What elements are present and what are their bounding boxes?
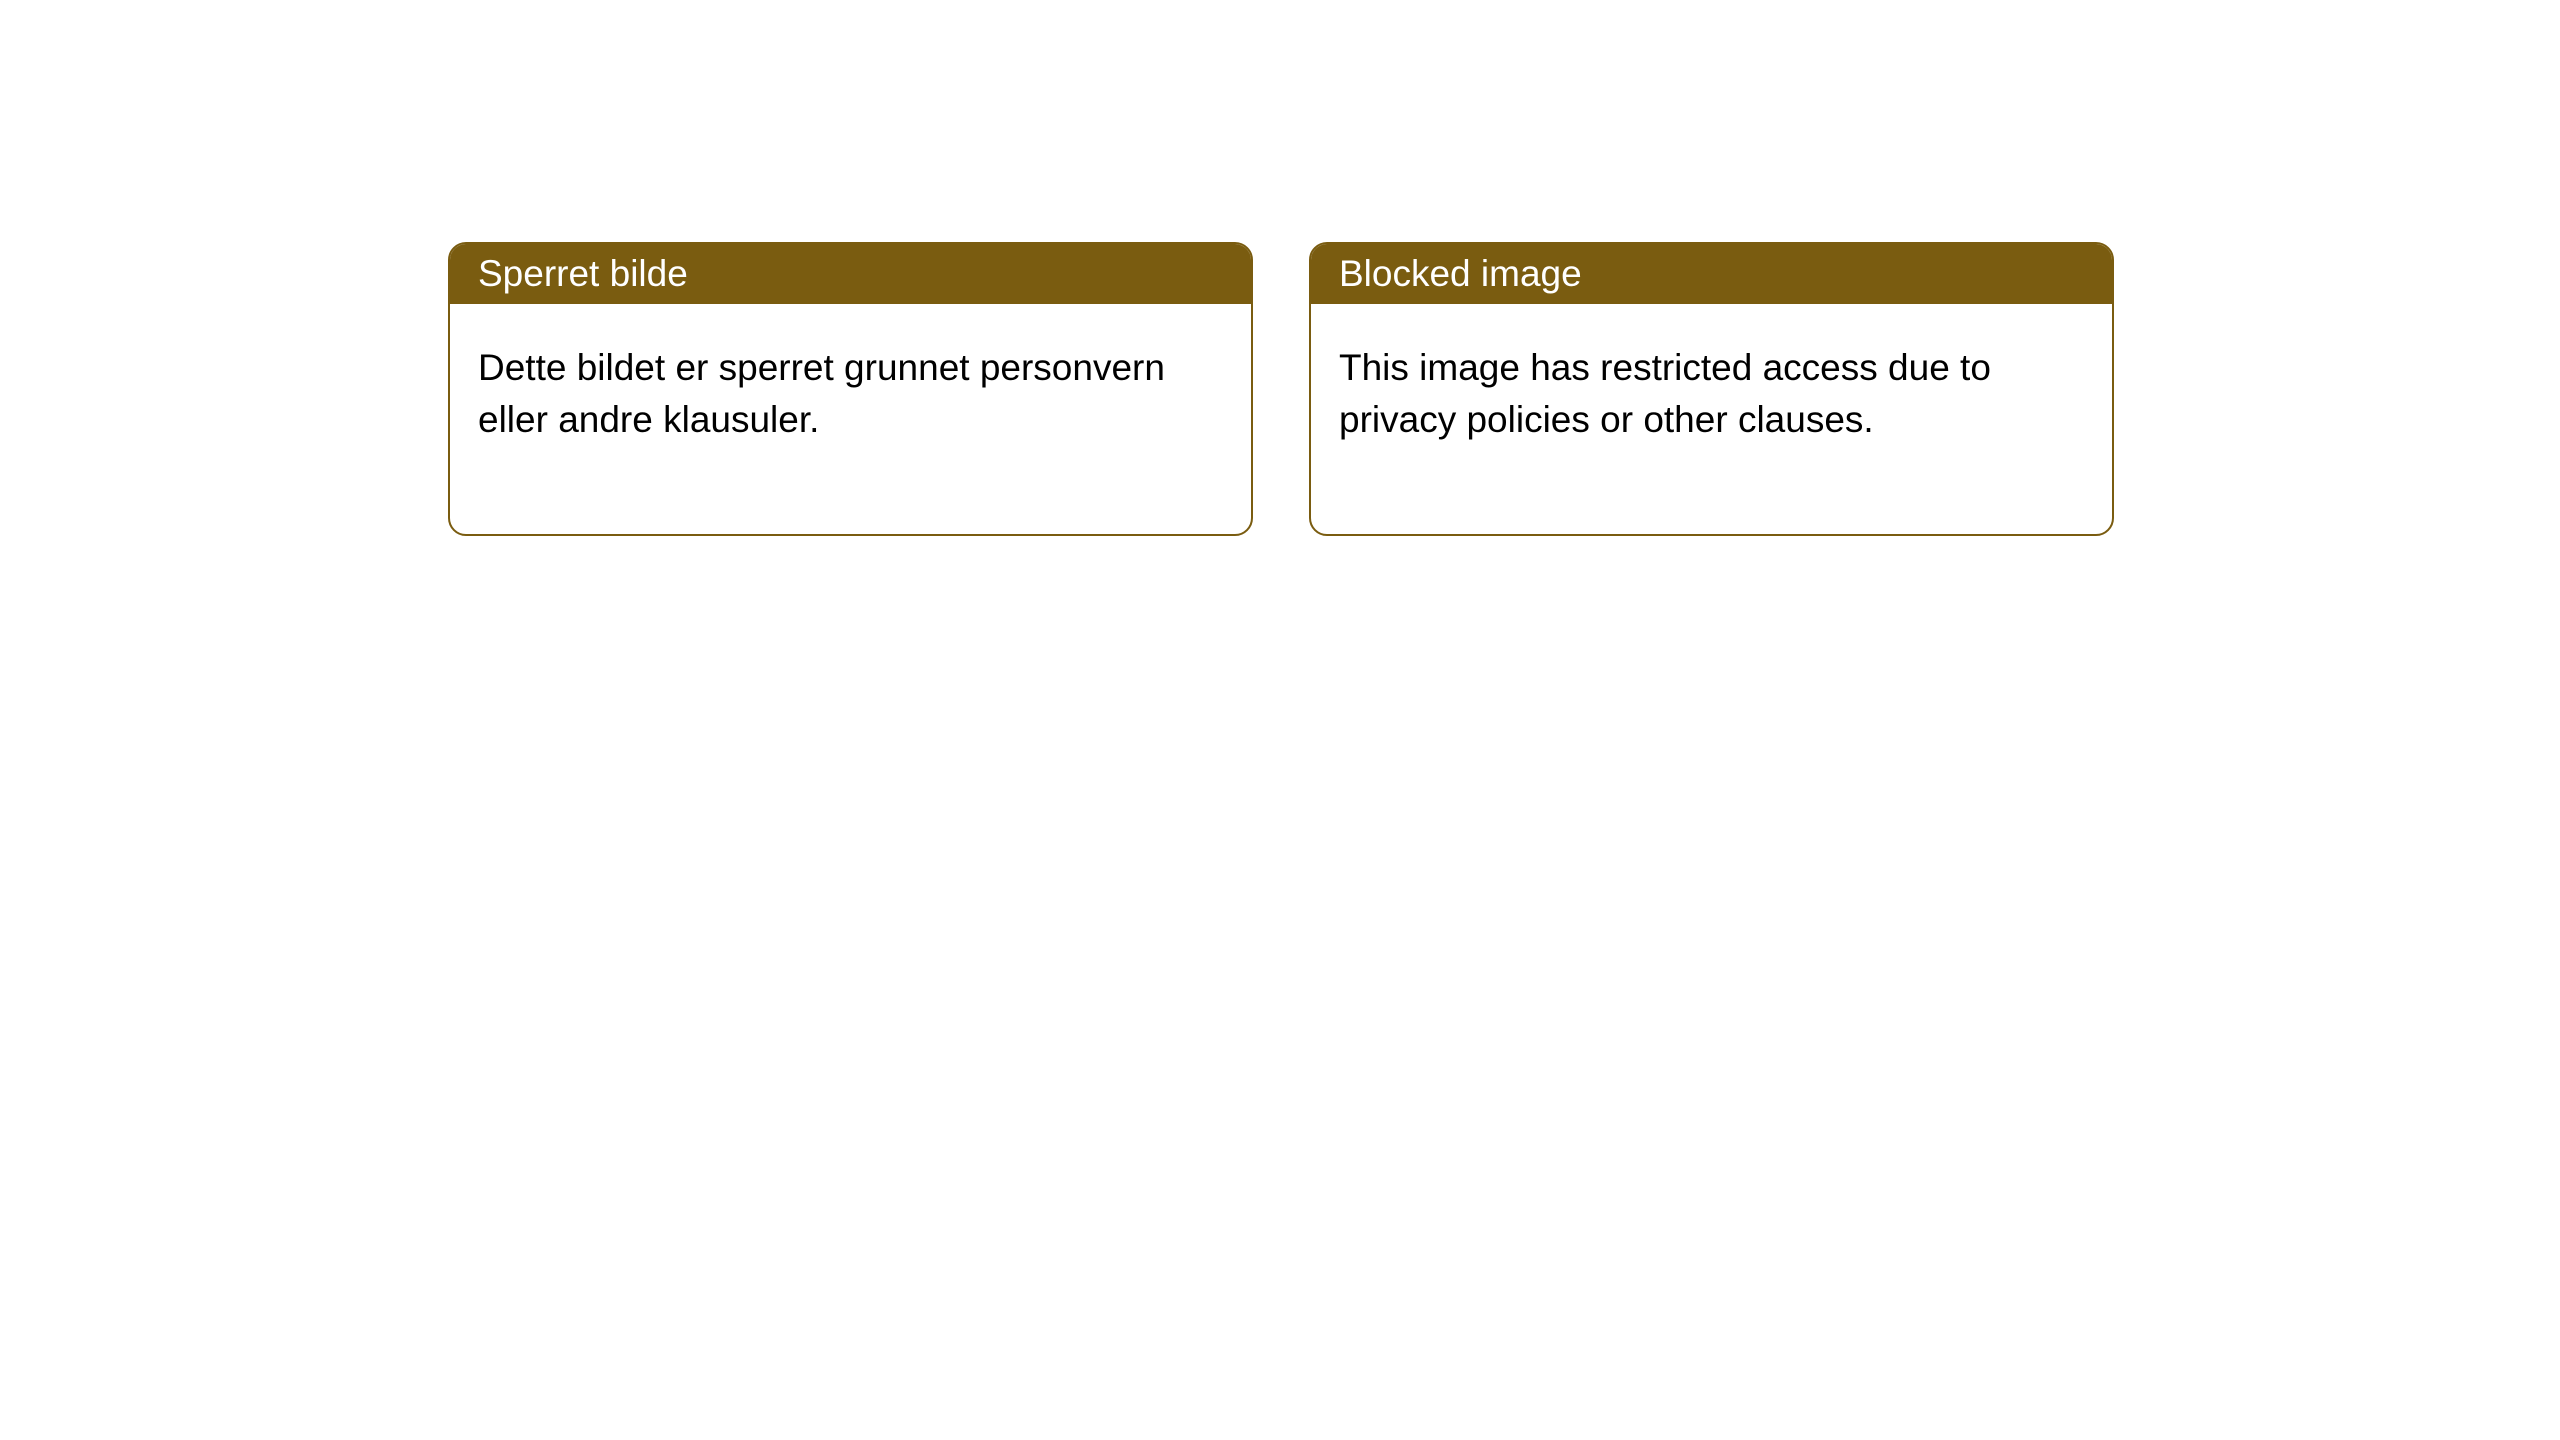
notice-card-english: Blocked image This image has restricted … <box>1309 242 2114 536</box>
notice-card-norwegian: Sperret bilde Dette bildet er sperret gr… <box>448 242 1253 536</box>
card-body: This image has restricted access due to … <box>1311 304 2112 534</box>
card-title: Blocked image <box>1339 253 1582 294</box>
notice-cards-container: Sperret bilde Dette bildet er sperret gr… <box>0 0 2560 536</box>
card-body: Dette bildet er sperret grunnet personve… <box>450 304 1251 534</box>
card-body-text: This image has restricted access due to … <box>1339 347 1991 440</box>
card-body-text: Dette bildet er sperret grunnet personve… <box>478 347 1165 440</box>
card-title: Sperret bilde <box>478 253 688 294</box>
card-header: Sperret bilde <box>450 244 1251 304</box>
card-header: Blocked image <box>1311 244 2112 304</box>
